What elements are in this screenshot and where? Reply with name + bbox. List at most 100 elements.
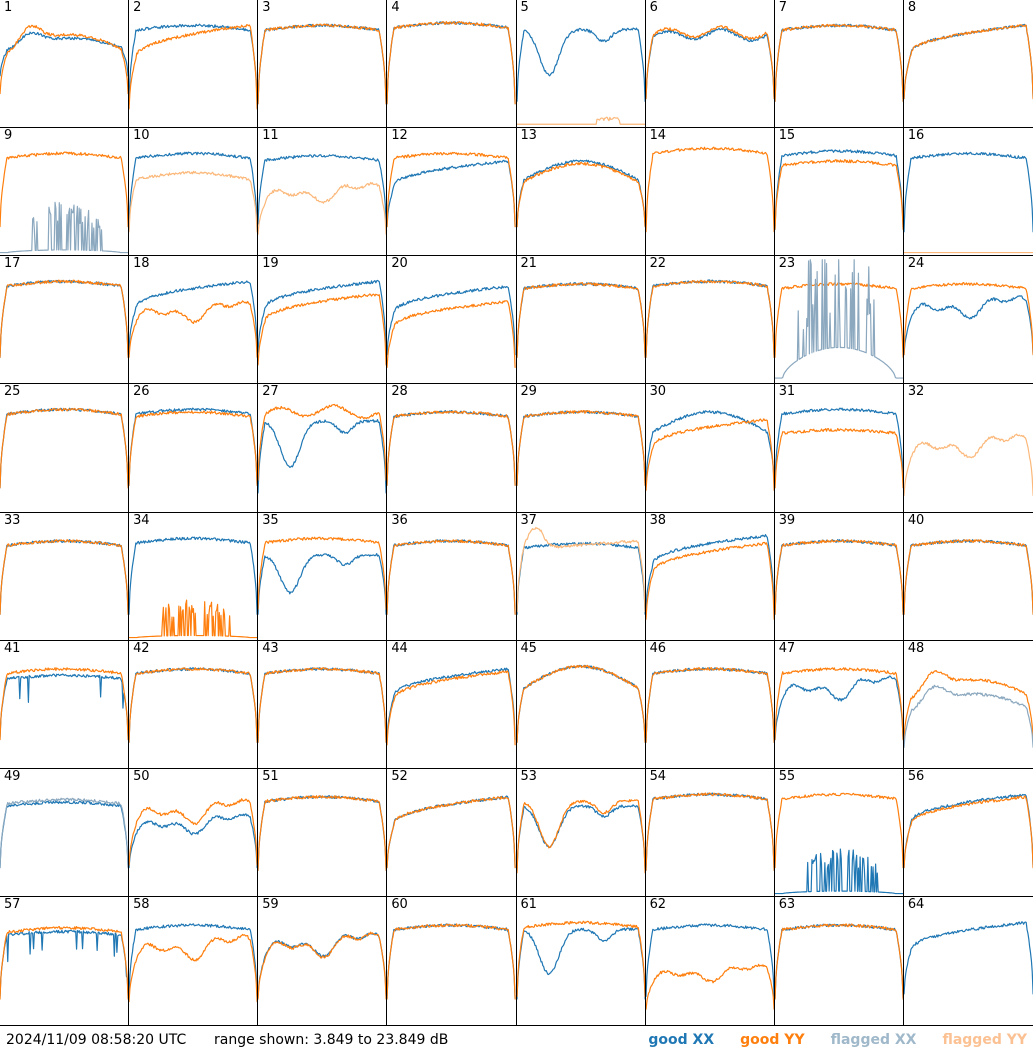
- antenna-panel[interactable]: 49: [0, 768, 130, 897]
- antenna-panel[interactable]: 59: [258, 896, 388, 1025]
- antenna-panel[interactable]: 1: [0, 0, 130, 129]
- antenna-panel[interactable]: 12: [387, 128, 517, 257]
- antenna-panel[interactable]: 7: [774, 0, 904, 129]
- antenna-panel[interactable]: 60: [387, 896, 517, 1025]
- panel-number-label: 33: [4, 512, 21, 528]
- antenna-panel[interactable]: 36: [387, 512, 517, 641]
- curve-good-yy: [129, 25, 257, 110]
- antenna-panel[interactable]: 8: [903, 0, 1033, 129]
- antenna-panel[interactable]: 38: [645, 512, 775, 641]
- antenna-panel[interactable]: 25: [0, 384, 130, 513]
- panel-number-label: 9: [4, 128, 13, 144]
- bandpass-curves: [775, 384, 903, 511]
- bandpass-curves: [387, 0, 515, 127]
- bandpass-curves: [129, 641, 257, 768]
- antenna-panel[interactable]: 14: [645, 128, 775, 257]
- antenna-panel[interactable]: 52: [387, 768, 517, 897]
- curve-good-yy: [775, 160, 903, 230]
- antenna-panel[interactable]: 20: [387, 256, 517, 385]
- antenna-panel[interactable]: 19: [258, 256, 388, 385]
- antenna-panel[interactable]: 11: [258, 128, 388, 257]
- curve-good-xx: [387, 796, 515, 868]
- panel-number-label: 56: [907, 768, 925, 784]
- antenna-panel[interactable]: 21: [516, 256, 646, 385]
- antenna-panel[interactable]: 3: [258, 0, 388, 129]
- antenna-panel[interactable]: 39: [774, 512, 904, 641]
- antenna-panel[interactable]: 16: [903, 128, 1033, 257]
- antenna-panel[interactable]: 18: [129, 256, 259, 385]
- curve-good-yy: [775, 924, 903, 999]
- antenna-panel[interactable]: 26: [129, 384, 259, 513]
- antenna-panel[interactable]: 31: [774, 384, 904, 513]
- legend: good XX good YY flagged XX flagged YY: [648, 1032, 1027, 1048]
- antenna-panel[interactable]: 37: [516, 512, 646, 641]
- antenna-panel[interactable]: 32: [903, 384, 1033, 513]
- antenna-panel[interactable]: 30: [645, 384, 775, 513]
- antenna-panel[interactable]: 47: [774, 640, 904, 769]
- antenna-panel[interactable]: 2: [129, 0, 259, 129]
- antenna-panel[interactable]: 62: [645, 896, 775, 1025]
- curve-good-yy: [0, 539, 128, 614]
- antenna-panel[interactable]: 23: [774, 256, 904, 385]
- antenna-panel[interactable]: 55: [774, 768, 904, 897]
- antenna-panel[interactable]: 6: [645, 0, 775, 129]
- curve-flagged-xx: [775, 260, 903, 378]
- antenna-panel[interactable]: 24: [903, 256, 1033, 385]
- panel-grid: 1 2 3 4 5 6 7 8 9 10 11 12 13 14 15 16 17 18 19 20 21 22 23 24 2…: [0, 0, 1033, 1025]
- bandpass-curves: [646, 256, 774, 383]
- curve-good-yy: [387, 411, 515, 486]
- bandpass-curves: [646, 513, 774, 640]
- antenna-panel[interactable]: 5: [516, 0, 646, 129]
- antenna-panel[interactable]: 43: [258, 640, 388, 769]
- bandpass-curves: [904, 897, 1033, 1025]
- curve-good-yy: [129, 301, 257, 358]
- antenna-panel[interactable]: 58: [129, 896, 259, 1025]
- antenna-panel[interactable]: 29: [516, 384, 646, 513]
- antenna-panel[interactable]: 4: [387, 0, 517, 129]
- antenna-panel[interactable]: 17: [0, 256, 130, 385]
- antenna-panel[interactable]: 51: [258, 768, 388, 897]
- panel-number-label: 10: [133, 128, 150, 144]
- antenna-panel[interactable]: 10: [129, 128, 259, 257]
- antenna-panel[interactable]: 41: [0, 640, 130, 769]
- panel-number-label: 40: [907, 512, 925, 528]
- antenna-panel[interactable]: 53: [516, 768, 646, 897]
- bandpass-curves: [646, 128, 774, 255]
- timestamp-label: 2024/11/09 08:58:20 UTC: [6, 1032, 187, 1048]
- antenna-panel[interactable]: 28: [387, 384, 517, 513]
- antenna-panel[interactable]: 33: [0, 512, 130, 641]
- curve-good-xx: [517, 411, 645, 486]
- antenna-panel[interactable]: 15: [774, 128, 904, 257]
- curve-good-yy: [258, 795, 386, 870]
- antenna-panel[interactable]: 44: [387, 640, 517, 769]
- curve-flagged-yy: [517, 117, 645, 124]
- antenna-panel[interactable]: 56: [903, 768, 1033, 897]
- antenna-panel[interactable]: 40: [903, 512, 1033, 641]
- curve-flagged-xx: [904, 685, 1033, 747]
- antenna-panel[interactable]: 22: [645, 256, 775, 385]
- bandpass-curves: [646, 641, 774, 768]
- antenna-panel[interactable]: 54: [645, 768, 775, 897]
- curve-good-xx: [775, 539, 903, 614]
- antenna-panel[interactable]: 13: [516, 128, 646, 257]
- panel-number-label: 42: [133, 640, 150, 656]
- antenna-panel[interactable]: 9: [0, 128, 130, 257]
- curve-flagged-yy: [904, 435, 1033, 497]
- antenna-panel[interactable]: 57: [0, 896, 130, 1025]
- curve-good-yy: [646, 419, 774, 491]
- antenna-panel[interactable]: 46: [645, 640, 775, 769]
- curve-good-xx: [775, 924, 903, 999]
- antenna-panel[interactable]: 42: [129, 640, 259, 769]
- antenna-panel[interactable]: 35: [258, 512, 388, 641]
- antenna-panel[interactable]: 27: [258, 384, 388, 513]
- antenna-panel[interactable]: 34: [129, 512, 259, 641]
- antenna-panel[interactable]: 45: [516, 640, 646, 769]
- panel-number-label: 25: [4, 384, 21, 400]
- antenna-panel[interactable]: 61: [516, 896, 646, 1025]
- antenna-panel[interactable]: 64: [903, 896, 1033, 1025]
- antenna-panel[interactable]: 48: [903, 640, 1033, 769]
- antenna-panel[interactable]: 50: [129, 768, 259, 897]
- panel-number-label: 51: [262, 768, 279, 784]
- antenna-panel[interactable]: 63: [774, 896, 904, 1025]
- panel-number-label: 8: [907, 0, 916, 15]
